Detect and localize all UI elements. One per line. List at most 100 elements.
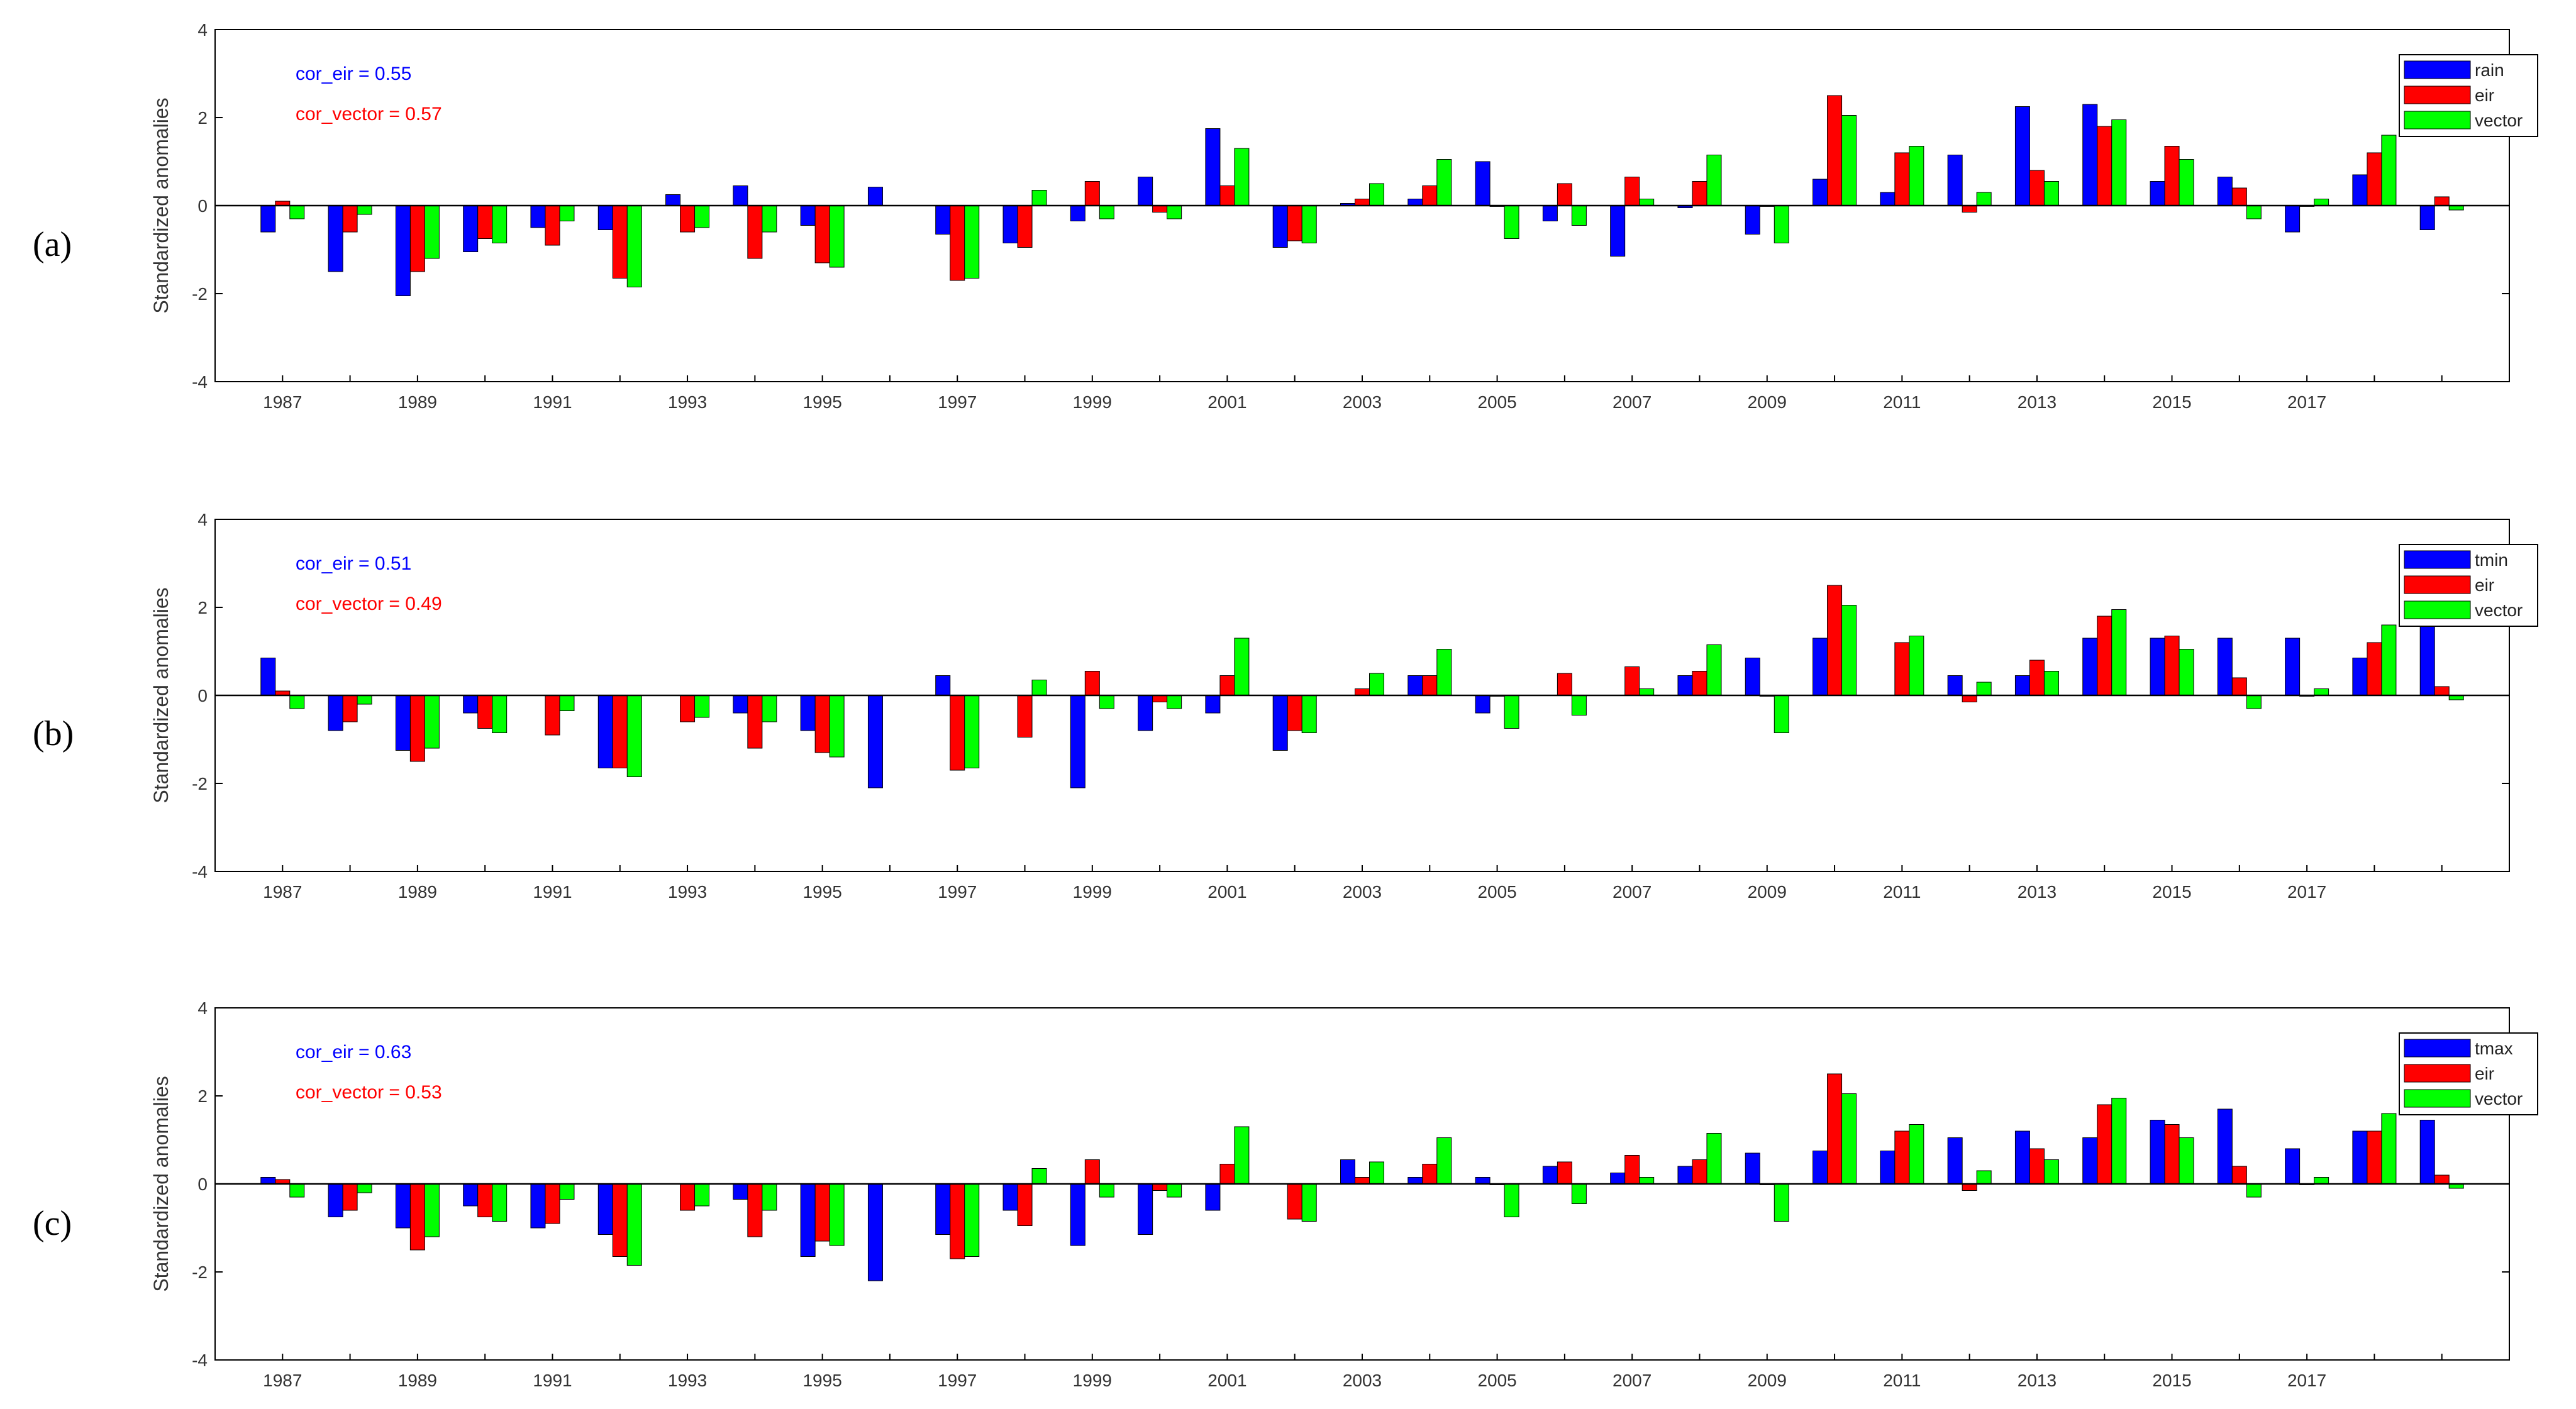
x-tick-label: 2017 [2287, 392, 2326, 412]
bar-vector-2012 [1976, 192, 1992, 206]
bar-vector-1990 [492, 1183, 508, 1222]
bar-eir-2004 [1422, 675, 1438, 696]
bar-vector-1987 [289, 1183, 305, 1198]
correlation-annotation: cor_vector = 0.57 [296, 104, 442, 124]
bar-tmax-1989 [395, 1183, 411, 1229]
bar-eir-1998 [1017, 1183, 1033, 1226]
bar-vector-1999 [1099, 1183, 1114, 1198]
bar-vector-1990 [492, 695, 508, 733]
bar-vector-1993 [694, 205, 710, 228]
bar-rain-2004 [1407, 199, 1423, 206]
bar-tmax-1995 [800, 1183, 816, 1257]
bar-tmin-2009 [1745, 658, 1760, 696]
bar-tmax-1988 [328, 1183, 343, 1217]
bar-eir-2008 [1692, 181, 1707, 206]
bar-tmin-2014 [2082, 638, 2098, 696]
y-axis-label: Standardized anomalies [150, 1076, 172, 1291]
bar-vector-2007 [1639, 688, 1655, 696]
bar-vector-1993 [694, 1183, 710, 1207]
x-tick-label: 2013 [2018, 882, 2057, 902]
bar-eir-2008 [1692, 1159, 1707, 1185]
bar-tmin-2019 [2419, 618, 2435, 696]
legend-label-eir: eir [2475, 86, 2494, 105]
bar-eir-2015 [2164, 1124, 2180, 1185]
bar-vector-1994 [762, 205, 777, 233]
x-tick-label: 1993 [668, 392, 707, 412]
bar-tmin-2001 [1205, 695, 1221, 714]
bar-tmin-1987 [260, 658, 276, 696]
bar-vector-2002 [1301, 205, 1317, 243]
bar-eir-2001 [1219, 675, 1235, 696]
y-tick-label: -4 [192, 372, 208, 392]
bar-vector-1994 [762, 695, 777, 722]
bar-eir-2002 [1287, 695, 1302, 731]
x-tick-label: 2003 [1343, 1371, 1382, 1390]
panel-2: (b) -4 -2 0 2 4 Standardized anomalies 1987 1989… [33, 510, 2538, 902]
bar-tmin-1996 [867, 695, 883, 788]
bar-vector-2017 [2314, 1177, 2329, 1185]
bar-vector-2013 [2043, 1159, 2059, 1185]
bar-eir-1992 [612, 1183, 628, 1257]
bar-tmin-2013 [2014, 675, 2030, 696]
legend-swatch-vector [2404, 1089, 2471, 1108]
y-tick-label: -2 [192, 774, 208, 793]
bar-eir-1993 [680, 1183, 696, 1211]
x-tick-label: 2007 [1613, 882, 1652, 902]
bar-eir-2003 [1355, 199, 1370, 206]
bar-eir-2006 [1557, 673, 1572, 696]
bar-vector-1988 [357, 205, 372, 215]
correlation-annotation: cor_vector = 0.49 [296, 594, 442, 614]
x-tick-label: 1995 [802, 1371, 841, 1390]
x-tick-label: 1989 [398, 392, 437, 412]
x-tick-label: 2015 [2152, 392, 2191, 412]
bar-tmax-2005 [1475, 1177, 1491, 1185]
x-tick-label: 1999 [1073, 1371, 1112, 1390]
bar-rain-1991 [530, 205, 546, 228]
panel-label: (b) [33, 714, 74, 753]
bar-vector-1995 [829, 1183, 845, 1246]
bar-vector-2013 [2043, 181, 2059, 206]
bar-tmin-1990 [463, 695, 479, 714]
bar-vector-2015 [2179, 649, 2194, 696]
bar-eir-2016 [2231, 677, 2247, 696]
x-tick-label: 1993 [668, 1371, 707, 1390]
bar-vector-1988 [357, 695, 372, 705]
bar-eir-1995 [814, 1183, 830, 1242]
bar-tmin-2018 [2352, 658, 2368, 696]
bar-eir-1998 [1017, 695, 1033, 738]
bar-eir-2019 [2434, 1174, 2450, 1185]
bar-vector-2002 [1301, 1183, 1317, 1222]
bar-tmax-2006 [1542, 1166, 1558, 1185]
bar-vector-2004 [1436, 1137, 1452, 1185]
bar-vector-2014 [2111, 119, 2127, 206]
bar-vector-2010 [1841, 1093, 1857, 1185]
y-tick-label: 2 [197, 598, 208, 617]
legend-swatch-eir [2404, 575, 2471, 594]
bar-eir-1993 [680, 695, 696, 722]
x-tick-label: 1995 [802, 882, 841, 902]
x-tick-label: 2011 [1883, 1371, 1921, 1390]
bar-vector-1992 [626, 205, 642, 287]
x-tick-label: 2007 [1613, 392, 1652, 412]
bar-tmin-1989 [395, 695, 411, 751]
bar-rain-2000 [1138, 177, 1153, 206]
bar-vector-1998 [1031, 1168, 1047, 1185]
bar-vector-2009 [1774, 1183, 1789, 1222]
bar-eir-2010 [1827, 1073, 1843, 1185]
y-tick-label: 2 [197, 1086, 208, 1106]
correlation-annotation: cor_eir = 0.55 [296, 64, 411, 84]
bar-vector-2001 [1234, 1126, 1250, 1185]
bar-rain-1990 [463, 205, 479, 252]
bar-tmin-1994 [733, 695, 748, 714]
legend-swatch-eir [2404, 1064, 2471, 1083]
bar-vector-1998 [1031, 190, 1047, 206]
bar-rain-1999 [1070, 205, 1085, 221]
bar-rain-1989 [395, 205, 411, 296]
bar-vector-1995 [829, 695, 845, 758]
x-tick-label: 2009 [1748, 392, 1787, 412]
bar-tmax-1992 [597, 1183, 613, 1235]
bar-tmax-2019 [2419, 1120, 2435, 1185]
y-tick-label: -4 [192, 862, 208, 881]
bar-tmin-2010 [1813, 638, 1828, 696]
